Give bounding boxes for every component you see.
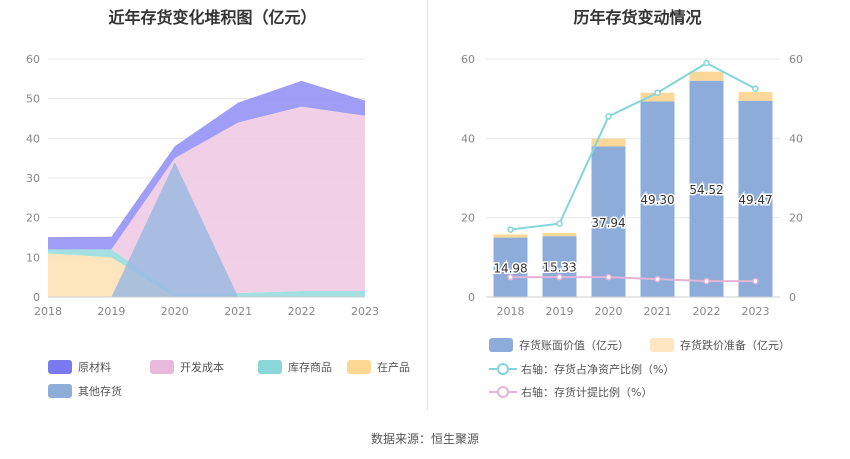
y-tick-label: 20 bbox=[26, 212, 40, 225]
legend-item-finished-goods[interactable]: 库存商品 bbox=[258, 359, 332, 375]
legend-swatch bbox=[258, 360, 282, 374]
x-tick-label: 2019 bbox=[97, 305, 125, 318]
y-tick-label: 0 bbox=[468, 291, 475, 304]
x-tick-label: 2019 bbox=[546, 305, 574, 318]
legend-label: 右轴：存货计提比例（%） bbox=[521, 386, 653, 399]
stacked-area-chart: 0 10 20 30 40 50 60 2018 2019 2020 2021 2022 2023 bbox=[26, 53, 379, 318]
legend-item-net-asset-ratio[interactable]: 右轴：存货占净资产比例（%） bbox=[489, 361, 674, 377]
bar-value-label: 49.47 bbox=[738, 193, 772, 207]
legend-swatch bbox=[489, 338, 513, 352]
bar-book-value bbox=[640, 101, 675, 298]
x-tick-label: 2020 bbox=[595, 305, 623, 318]
point-net-asset-ratio bbox=[605, 113, 612, 120]
left-chart-title: 近年存货变化堆积图（亿元） bbox=[108, 8, 317, 27]
legend-item-impairment-reserve[interactable]: 存货跌价准备（亿元） bbox=[650, 337, 790, 353]
legend-item-wip[interactable]: 在产品 bbox=[347, 359, 410, 375]
legend-label: 其他存货 bbox=[78, 385, 122, 398]
x-tick-label: 2021 bbox=[644, 305, 672, 318]
bar-value-label: 15.33 bbox=[542, 261, 576, 275]
x-tick-label: 2021 bbox=[224, 305, 252, 318]
point-provision-ratio bbox=[556, 273, 563, 281]
legend-label: 在产品 bbox=[377, 361, 410, 374]
line-net-asset-ratio bbox=[510, 61, 756, 231]
panel-divider bbox=[427, 0, 428, 410]
right-legend: 存货账面价值（亿元） 存货跌价准备（亿元） 右轴：存货占净资产比例（%） 右轴：… bbox=[489, 337, 790, 400]
x-tick-label: 2018 bbox=[497, 305, 525, 318]
legend-label: 开发成本 bbox=[180, 361, 224, 374]
x-tick-label: 2023 bbox=[351, 305, 379, 318]
legend-label: 存货账面价值（亿元） bbox=[519, 339, 629, 352]
x-tick-label: 2022 bbox=[693, 305, 721, 318]
bar-impairment-reserve bbox=[591, 138, 626, 147]
bar-book-value bbox=[542, 236, 577, 297]
bar-value-label: 54.52 bbox=[689, 183, 723, 197]
legend-line-symbol bbox=[489, 386, 517, 398]
bar-book-value bbox=[493, 237, 528, 297]
legend-item-raw-material[interactable]: 原材料 bbox=[48, 359, 111, 375]
bar-book-value bbox=[689, 80, 724, 297]
y-tick-label: 60 bbox=[461, 53, 475, 66]
y-tick-label: 60 bbox=[26, 53, 40, 66]
bar-impairment-reserve bbox=[493, 234, 528, 238]
legend-item-other-inventory[interactable]: 其他存货 bbox=[48, 383, 122, 399]
x-tick-label: 2020 bbox=[161, 305, 189, 318]
legend-swatch bbox=[347, 360, 371, 374]
point-net-asset-ratio bbox=[703, 59, 710, 67]
y-tick-label: 30 bbox=[26, 172, 40, 185]
left-legend: 原材料 开发成本 库存商品 在产品 其他存货 bbox=[0, 0, 425, 410]
bar-impairment-reserve bbox=[640, 92, 675, 102]
point-net-asset-ratio bbox=[507, 226, 514, 233]
legend-item-provision-ratio[interactable]: 右轴：存货计提比例（%） bbox=[489, 384, 652, 400]
bar-value-label: 37.94 bbox=[591, 216, 625, 230]
bar-book-value bbox=[591, 146, 626, 297]
point-net-asset-ratio bbox=[556, 220, 563, 227]
right-chart-title: 历年存货变动情况 bbox=[573, 8, 702, 27]
x-tick-label: 2018 bbox=[34, 305, 62, 318]
legend-swatch bbox=[150, 360, 174, 374]
legend-item-dev-cost[interactable]: 开发成本 bbox=[150, 359, 224, 375]
point-net-asset-ratio bbox=[752, 85, 759, 92]
bar-impairment-reserve bbox=[542, 233, 577, 237]
x-tick-label: 2022 bbox=[288, 305, 316, 318]
point-provision-ratio bbox=[654, 275, 661, 283]
legend-label: 存货跌价准备（亿元） bbox=[680, 339, 790, 352]
y2-tick-label: 20 bbox=[789, 212, 803, 225]
bar-line-chart: 0 20 40 60 0 20 40 60 2018 2019 2020 2021 2022 2023 14… bbox=[461, 53, 803, 318]
point-provision-ratio bbox=[507, 273, 514, 281]
legend-label: 库存商品 bbox=[288, 361, 332, 374]
y-tick-label: 50 bbox=[26, 93, 40, 106]
point-net-asset-ratio bbox=[654, 89, 661, 96]
legend-swatch bbox=[48, 360, 72, 374]
bar-impairment-reserve bbox=[689, 71, 724, 81]
point-provision-ratio bbox=[605, 273, 612, 281]
point-provision-ratio bbox=[703, 277, 710, 285]
area-raw-material bbox=[48, 80, 365, 250]
legend-item-book-value[interactable]: 存货账面价值（亿元） bbox=[489, 337, 629, 353]
legend-swatch bbox=[48, 384, 72, 398]
x-tick-label: 2023 bbox=[742, 305, 770, 318]
bar-value-label: 14.98 bbox=[493, 261, 527, 275]
data-source: 数据来源：恒生聚源 bbox=[370, 432, 479, 446]
legend-label: 右轴：存货占净资产比例（%） bbox=[521, 363, 675, 376]
y2-tick-label: 0 bbox=[789, 291, 796, 304]
y2-tick-label: 40 bbox=[789, 132, 803, 145]
y2-tick-label: 60 bbox=[789, 53, 803, 66]
y-tick-label: 40 bbox=[26, 132, 40, 145]
legend-line-symbol bbox=[489, 363, 517, 375]
y-tick-label: 0 bbox=[33, 291, 40, 304]
legend-label: 原材料 bbox=[78, 361, 111, 374]
legend-swatch bbox=[650, 338, 674, 352]
bar-value-label: 49.30 bbox=[640, 193, 674, 207]
bar-book-value bbox=[738, 100, 773, 297]
area-finished-goods bbox=[48, 249, 365, 297]
area-dev-cost bbox=[48, 106, 365, 294]
line-provision-ratio bbox=[510, 276, 756, 283]
y-tick-label: 10 bbox=[26, 251, 40, 264]
bar-impairment-reserve bbox=[738, 92, 773, 101]
y-tick-label: 40 bbox=[461, 132, 475, 145]
area-other-inventory bbox=[48, 162, 365, 297]
point-provision-ratio bbox=[752, 277, 759, 285]
y-tick-label: 20 bbox=[461, 212, 475, 225]
